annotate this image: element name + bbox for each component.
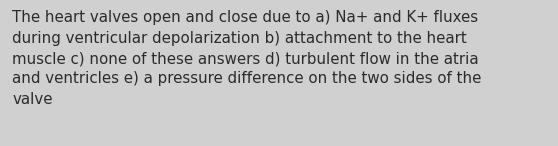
Text: The heart valves open and close due to a) Na+ and K+ fluxes
during ventricular d: The heart valves open and close due to a… [12, 10, 482, 107]
